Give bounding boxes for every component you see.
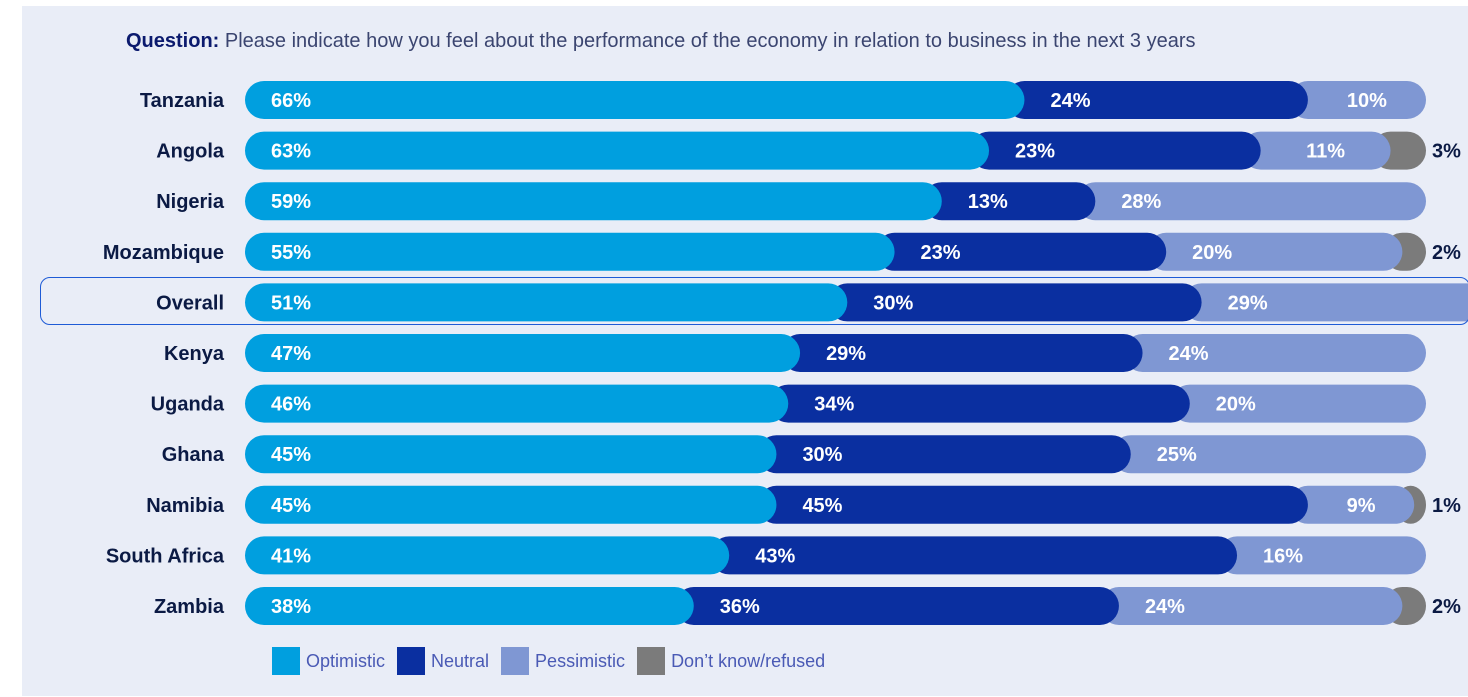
value-label-optimistic-tanzania: 66% bbox=[271, 90, 311, 112]
bar-neutral-ghana bbox=[757, 435, 1131, 474]
legend-swatch-neutral bbox=[397, 647, 426, 675]
bar-pessimistic-kenya bbox=[1123, 334, 1426, 372]
value-label-neutral-zambia: 36% bbox=[720, 596, 760, 618]
bar-pessimistic-uganda bbox=[1170, 384, 1426, 423]
bar-optimistic-namibia bbox=[245, 485, 777, 524]
legend-label-neutral: Neutral bbox=[431, 650, 490, 671]
bar-pessimistic-tanzania bbox=[1288, 81, 1426, 119]
value-label-pessimistic-mozambique: 20% bbox=[1192, 242, 1232, 264]
bar-optimistic-ghana bbox=[245, 435, 777, 474]
bar-pessimistic-angola bbox=[1241, 131, 1391, 170]
value-label-optimistic-angola: 63% bbox=[271, 141, 311, 163]
value-label-optimistic-namibia: 45% bbox=[271, 495, 311, 517]
value-label-neutral-overall: 30% bbox=[873, 292, 913, 314]
question-text: Question: Please indicate how you feel a… bbox=[126, 30, 1196, 53]
value-label-pessimistic-namibia: 9% bbox=[1347, 495, 1376, 517]
value-label-optimistic-kenya: 47% bbox=[271, 343, 311, 365]
value-label-dont-know-zambia: 2% bbox=[1432, 596, 1461, 618]
value-label-optimistic-uganda: 46% bbox=[271, 394, 311, 416]
value-label-neutral-tanzania: 24% bbox=[1050, 90, 1090, 112]
bar-neutral-south-africa bbox=[710, 536, 1238, 575]
category-label-ghana: Ghana bbox=[162, 444, 225, 466]
bar-neutral-namibia bbox=[757, 485, 1308, 524]
bar-neutral-kenya bbox=[781, 334, 1143, 372]
bar-optimistic-south-africa bbox=[245, 536, 730, 575]
category-label-namibia: Namibia bbox=[146, 495, 225, 517]
legend-label-optimistic: Optimistic bbox=[306, 650, 386, 671]
value-label-dont-know-mozambique: 2% bbox=[1432, 242, 1461, 264]
value-label-neutral-ghana: 30% bbox=[802, 444, 842, 466]
category-label-mozambique: Mozambique bbox=[103, 242, 224, 264]
value-label-dont-know-namibia: 1% bbox=[1432, 495, 1461, 517]
category-label-tanzania: Tanzania bbox=[140, 90, 225, 112]
value-label-neutral-south-africa: 43% bbox=[755, 545, 795, 567]
question-body: Please indicate how you feel about the p… bbox=[219, 30, 1196, 52]
value-label-pessimistic-angola: 11% bbox=[1306, 141, 1345, 163]
value-label-optimistic-zambia: 38% bbox=[271, 596, 311, 618]
value-label-neutral-kenya: 29% bbox=[826, 343, 866, 365]
category-label-kenya: Kenya bbox=[164, 343, 225, 365]
value-label-neutral-mozambique: 23% bbox=[921, 242, 961, 264]
bar-optimistic-nigeria bbox=[245, 182, 942, 221]
value-label-pessimistic-overall: 29% bbox=[1228, 292, 1268, 314]
legend-item-optimistic: Optimistic bbox=[272, 647, 385, 675]
bar-pessimistic-ghana bbox=[1111, 435, 1426, 474]
legend-item-neutral: Neutral bbox=[397, 647, 489, 675]
legend-item-pessimistic: Pessimistic bbox=[501, 647, 625, 675]
value-label-pessimistic-kenya: 24% bbox=[1169, 343, 1209, 365]
bar-neutral-mozambique bbox=[875, 232, 1167, 271]
value-label-optimistic-mozambique: 55% bbox=[271, 242, 311, 264]
bar-pessimistic-overall bbox=[1182, 283, 1468, 322]
overall-highlight-box bbox=[40, 277, 1468, 325]
value-label-pessimistic-tanzania: 10% bbox=[1347, 90, 1387, 112]
legend-item-dont-know: Don’t know/refused bbox=[637, 647, 825, 675]
value-label-pessimistic-ghana: 25% bbox=[1157, 444, 1197, 466]
value-label-optimistic-nigeria: 59% bbox=[271, 191, 311, 213]
category-label-angola: Angola bbox=[156, 141, 225, 163]
value-label-dont-know-angola: 3% bbox=[1432, 141, 1461, 163]
bar-optimistic-uganda bbox=[245, 384, 789, 423]
value-label-neutral-namibia: 45% bbox=[802, 495, 842, 517]
bar-pessimistic-south-africa bbox=[1218, 536, 1426, 575]
bar-neutral-tanzania bbox=[1005, 81, 1308, 119]
value-label-neutral-nigeria: 13% bbox=[968, 191, 1008, 213]
bar-neutral-overall bbox=[828, 283, 1202, 322]
category-label-south-africa: South Africa bbox=[106, 545, 225, 567]
value-label-pessimistic-zambia: 24% bbox=[1145, 596, 1185, 618]
category-label-zambia: Zambia bbox=[154, 596, 225, 618]
bar-pessimistic-namibia bbox=[1288, 485, 1415, 524]
bar-pessimistic-zambia bbox=[1099, 587, 1403, 625]
bar-optimistic-kenya bbox=[245, 334, 801, 372]
category-label-nigeria: Nigeria bbox=[156, 191, 225, 213]
bar-neutral-nigeria bbox=[922, 182, 1096, 221]
bar-neutral-angola bbox=[970, 131, 1261, 170]
category-label-uganda: Uganda bbox=[151, 394, 225, 416]
value-label-optimistic-south-africa: 41% bbox=[271, 545, 311, 567]
bar-optimistic-tanzania bbox=[245, 81, 1025, 119]
category-label-overall: Overall bbox=[156, 292, 224, 314]
legend-swatch-dont-know bbox=[637, 647, 666, 675]
bar-neutral-uganda bbox=[769, 384, 1190, 423]
value-label-neutral-uganda: 34% bbox=[814, 394, 854, 416]
bar-optimistic-mozambique bbox=[245, 232, 895, 271]
value-label-optimistic-ghana: 45% bbox=[271, 444, 311, 466]
value-label-pessimistic-south-africa: 16% bbox=[1263, 545, 1303, 567]
question-label: Question: bbox=[126, 30, 220, 52]
bar-pessimistic-nigeria bbox=[1076, 182, 1426, 221]
legend-swatch-optimistic bbox=[272, 647, 300, 675]
bar-optimistic-angola bbox=[245, 131, 990, 170]
legend-swatch-pessimistic bbox=[501, 647, 530, 675]
bar-optimistic-overall bbox=[245, 283, 848, 322]
bar-neutral-zambia bbox=[674, 587, 1119, 625]
bar-pessimistic-mozambique bbox=[1147, 232, 1403, 271]
legend-label-pessimistic: Pessimistic bbox=[535, 650, 626, 671]
bar-optimistic-zambia bbox=[245, 587, 694, 625]
value-label-neutral-angola: 23% bbox=[1015, 141, 1055, 163]
stacked-bar-chart: Tanzania 66% 24% 10% Angola 63% 23% 11% 3% Nigeri… bbox=[103, 81, 1468, 625]
chart-legend: Optimistic Neutral Pessimistic Don’t know/r… bbox=[272, 647, 837, 675]
value-label-optimistic-overall: 51% bbox=[271, 292, 311, 314]
value-label-pessimistic-uganda: 20% bbox=[1216, 394, 1256, 416]
legend-label-dont-know: Don’t know/refused bbox=[671, 650, 826, 671]
value-label-pessimistic-nigeria: 28% bbox=[1121, 191, 1161, 213]
